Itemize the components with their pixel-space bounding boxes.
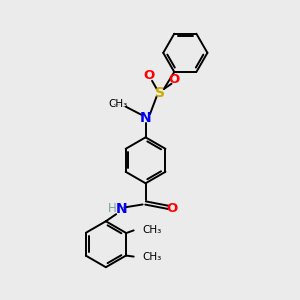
Text: N: N (115, 202, 127, 216)
Text: O: O (169, 73, 180, 86)
Text: O: O (167, 202, 178, 215)
Text: H: H (108, 202, 117, 215)
Text: N: N (140, 111, 152, 124)
Text: S: S (155, 85, 165, 100)
Text: O: O (143, 69, 155, 82)
Text: CH₃: CH₃ (108, 99, 127, 110)
Text: CH₃: CH₃ (142, 225, 161, 235)
Text: CH₃: CH₃ (142, 252, 161, 262)
Text: methyl_n: methyl_n (114, 103, 121, 105)
